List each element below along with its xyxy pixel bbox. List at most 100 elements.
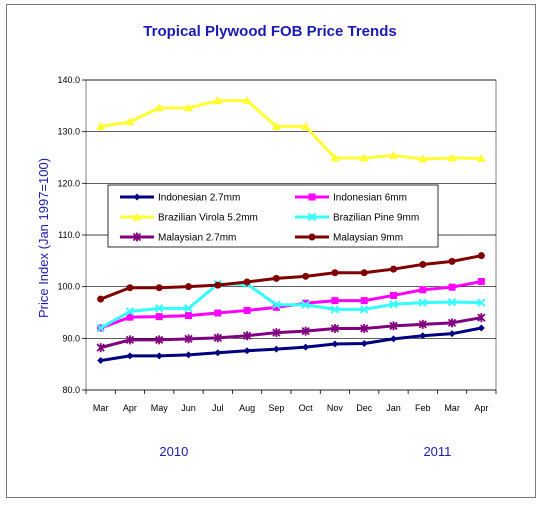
data-point xyxy=(360,297,368,305)
data-point xyxy=(272,328,281,338)
data-point xyxy=(477,324,485,332)
x-tick-label: Sep xyxy=(268,403,284,413)
data-point xyxy=(213,333,222,343)
x-tick-label: Jun xyxy=(181,403,196,413)
legend-marker xyxy=(132,212,142,221)
data-point xyxy=(96,343,105,353)
data-point xyxy=(447,318,457,328)
data-point xyxy=(242,96,252,105)
legend-label: Indonesian 6mm xyxy=(333,193,407,204)
series-brazilian-virola-5-2mm xyxy=(96,96,486,163)
data-point xyxy=(389,321,398,331)
y-tick-label: 110.0 xyxy=(58,230,80,240)
data-point xyxy=(418,298,427,307)
chart-title: Tropical Plywood FOB Price Trends xyxy=(143,23,396,40)
legend-label: Indonesian 2.7mm xyxy=(158,193,240,204)
data-point xyxy=(302,272,310,280)
series-line xyxy=(100,326,482,363)
data-point xyxy=(214,281,222,289)
data-point xyxy=(214,349,222,357)
data-point xyxy=(419,332,427,340)
data-point xyxy=(155,352,163,360)
legend-label: Brazilian Pine 9mm xyxy=(333,213,419,224)
data-point xyxy=(184,103,193,112)
data-point xyxy=(331,269,339,277)
data-point xyxy=(477,298,486,307)
y-axis-label: Price Index (Jan 1997=100) xyxy=(36,158,51,318)
series-line xyxy=(100,316,482,350)
x-tick-label: Mar xyxy=(444,403,460,413)
x-tick-label: Oct xyxy=(299,403,314,413)
legend-entry: Indonesian 6mm xyxy=(295,193,407,204)
data-point xyxy=(301,122,311,130)
legend-marker xyxy=(133,193,141,201)
data-point xyxy=(155,284,163,292)
data-point xyxy=(330,305,340,314)
data-point xyxy=(125,335,135,345)
x-tick-label: May xyxy=(151,403,169,413)
data-point xyxy=(330,324,340,334)
data-point xyxy=(302,343,310,351)
data-point xyxy=(418,319,427,329)
series-line xyxy=(100,99,482,161)
y-tick-label: 120.0 xyxy=(57,178,80,188)
data-point xyxy=(242,331,252,341)
legend-entry: Brazilian Virola 5.2mm xyxy=(120,212,258,224)
data-point xyxy=(243,278,251,286)
data-point xyxy=(448,257,456,265)
data-point xyxy=(419,286,427,294)
data-point xyxy=(360,305,369,314)
legend-label: Malaysian 9mm xyxy=(333,233,403,244)
x-tick-label: Nov xyxy=(327,403,344,413)
data-point xyxy=(272,345,280,353)
data-point xyxy=(331,340,339,348)
data-point xyxy=(125,307,135,316)
data-point xyxy=(390,265,397,273)
data-point xyxy=(389,300,398,309)
x-tick-label: Jan xyxy=(386,403,401,413)
legend-marker xyxy=(132,232,142,242)
data-point xyxy=(125,117,135,126)
data-point xyxy=(185,283,192,291)
data-point xyxy=(184,334,193,344)
data-point xyxy=(477,313,486,323)
axes: 80.0 90.0 100.0 110.0 120.0 130.0 140.0 Mar Apr M… xyxy=(57,75,497,459)
series-malaysian-2-7mm xyxy=(96,313,486,353)
legend: Indonesian 2.7mm Indonesian 6mm Brazilian … xyxy=(107,184,439,248)
data-point xyxy=(390,335,397,343)
legend-label: Malaysian 2.7mm xyxy=(158,233,236,244)
y-tick-label: 90.0 xyxy=(62,333,80,343)
data-point xyxy=(155,304,164,313)
x-tick-label: Apr xyxy=(123,403,137,413)
data-point xyxy=(126,352,134,360)
x-tick-label: Jul xyxy=(212,403,224,413)
series-lines xyxy=(96,96,486,365)
data-point xyxy=(271,122,281,130)
legend-entry: Brazilian Pine 9mm xyxy=(295,213,419,224)
data-point xyxy=(97,295,105,303)
data-point xyxy=(185,351,192,359)
data-point xyxy=(96,323,105,333)
data-point xyxy=(477,252,485,260)
data-point xyxy=(272,300,281,309)
year-label: 2011 xyxy=(423,444,451,459)
legend-marker xyxy=(308,193,316,201)
x-tick-label: Aug xyxy=(239,403,255,413)
y-tick-label: 130.0 xyxy=(57,127,80,137)
x-tick-label: Mar xyxy=(93,403,109,413)
y-tick-label: 100.0 xyxy=(57,282,80,292)
data-point xyxy=(243,347,251,355)
data-point xyxy=(126,284,134,292)
data-point xyxy=(155,335,164,345)
data-point xyxy=(360,340,368,347)
x-tick-label: Dec xyxy=(356,403,373,413)
data-point xyxy=(272,274,280,282)
series-indonesian-2-7mm xyxy=(97,324,485,365)
legend-entry: Malaysian 2.7mm xyxy=(120,232,236,244)
data-point xyxy=(360,269,368,277)
data-point xyxy=(243,306,251,314)
data-point xyxy=(330,153,340,162)
legend-marker xyxy=(308,233,316,241)
data-point xyxy=(126,313,134,321)
